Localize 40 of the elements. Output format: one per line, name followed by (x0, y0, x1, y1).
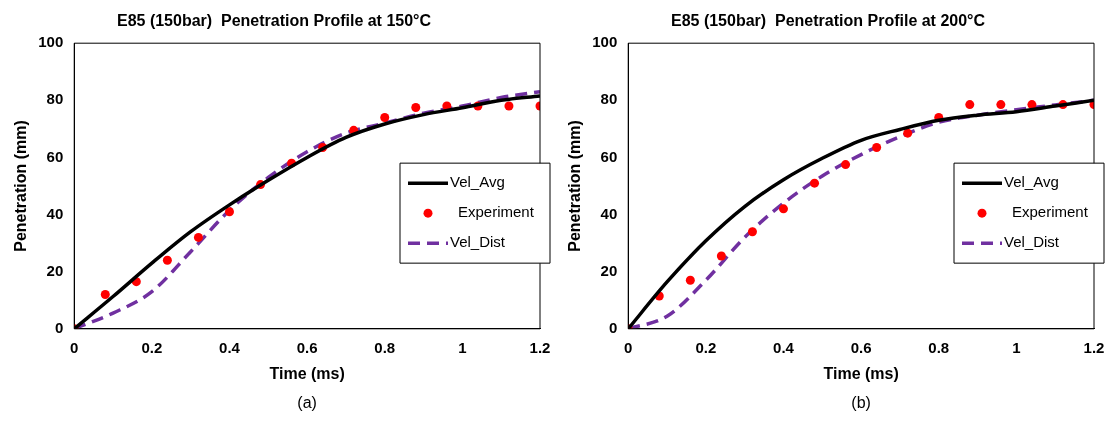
legend-label: Experiment (458, 203, 535, 221)
y-tick-label: 20 (46, 261, 64, 279)
x-tick-label: 0.4 (773, 338, 795, 356)
y-tick-label: 20 (600, 261, 618, 279)
x-tick-label: 0.8 (928, 338, 950, 356)
y-tick-label: 40 (46, 204, 64, 222)
y-tick-label: 100 (38, 33, 64, 51)
y-tick-label: 100 (592, 33, 618, 51)
legend-label: Vel_Dist (450, 233, 506, 251)
x-tick-label: 1 (458, 338, 467, 356)
x-tick-label: 0.4 (219, 338, 241, 356)
legend-label: Vel_Avg (1004, 173, 1059, 191)
y-tick-label: 60 (46, 147, 64, 165)
text: (a) (297, 394, 317, 411)
x-tick-label: 0.8 (374, 338, 396, 356)
y-tick-label: 80 (600, 90, 618, 108)
x-tick-label: 1 (1012, 338, 1021, 356)
x-tick-label: 0 (624, 338, 633, 356)
x-tick-label: 0.2 (695, 338, 717, 356)
y-axis-title: Penetration (mm) (12, 120, 30, 252)
y-tick-label: 80 (46, 90, 64, 108)
x-tick-label: 0.6 (296, 338, 318, 356)
x-tick-label: 0 (70, 338, 79, 356)
x-tick-label: 0.6 (850, 338, 872, 356)
y-tick-label: 0 (608, 318, 618, 336)
y-tick-label: 60 (600, 147, 618, 165)
x-tick-label: 1.2 (529, 338, 551, 356)
x-tick-label: 0.2 (141, 338, 163, 356)
x-axis-title: Time (ms) (823, 364, 899, 382)
legend-label: Vel_Avg (450, 173, 505, 191)
chart-title: E85 (150bar) Penetration Profile at 150°C (116, 12, 432, 30)
legend-label: Experiment (1012, 203, 1089, 221)
y-axis-title: Penetration (mm) (566, 120, 584, 252)
y-tick-label: 0 (54, 318, 64, 336)
text: (b) (851, 394, 871, 411)
x-tick-label: 1.2 (1083, 338, 1105, 356)
legend-label: Vel_Dist (1004, 233, 1060, 251)
y-tick-label: 40 (600, 204, 618, 222)
x-axis-title: Time (ms) (269, 364, 345, 382)
chart-title: E85 (150bar) Penetration Profile at 200°C (670, 12, 986, 30)
